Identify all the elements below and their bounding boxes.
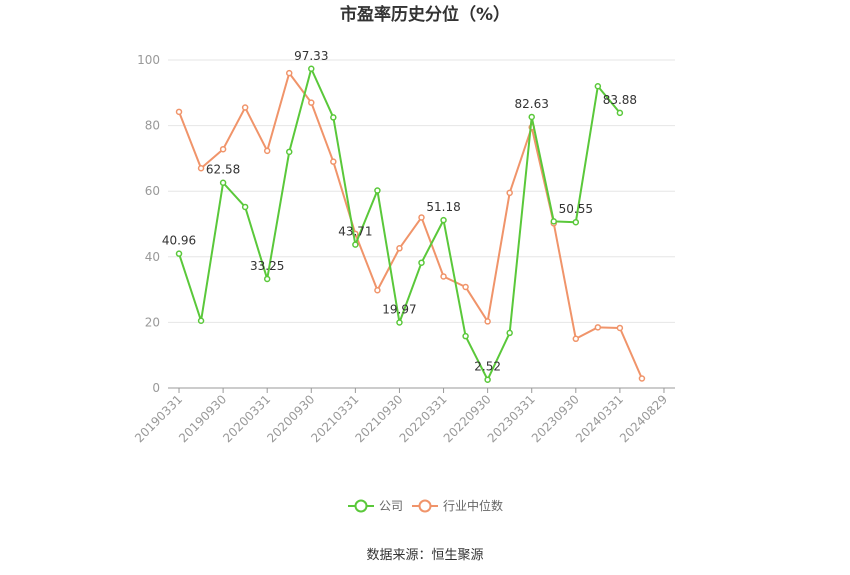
legend[interactable]: 公司 行业中位数 xyxy=(348,498,503,513)
data-point xyxy=(440,216,447,224)
data-point xyxy=(308,65,315,73)
series-line-industry xyxy=(178,72,643,379)
legend-marker-icon xyxy=(354,499,368,513)
data-point xyxy=(219,179,227,186)
data-point xyxy=(263,147,271,155)
data-point xyxy=(374,287,381,294)
data-point xyxy=(308,99,315,106)
y-tick-label: 20 xyxy=(145,315,160,329)
data-point xyxy=(396,319,403,326)
data-point xyxy=(484,376,491,383)
legend-item[interactable]: 行业中位数 xyxy=(412,498,503,513)
data-point xyxy=(528,113,535,121)
data-point xyxy=(197,317,205,325)
data-point xyxy=(616,324,624,332)
y-tick-label: 60 xyxy=(145,184,160,198)
chart-title: 市盈率历史分位（%） xyxy=(340,4,510,25)
data-point xyxy=(330,114,337,121)
data-point xyxy=(506,189,513,197)
data-point xyxy=(263,275,271,283)
y-tick-label: 0 xyxy=(152,381,160,395)
y-axis: 0 20 40 60 80 100 xyxy=(137,53,160,395)
data-point xyxy=(396,245,403,252)
x-tick-label: 20240829 xyxy=(617,392,670,445)
data-point xyxy=(285,148,293,156)
data-label: 82.63 xyxy=(515,97,549,111)
data-point xyxy=(219,145,227,153)
data-point xyxy=(616,109,624,117)
data-point xyxy=(285,69,293,77)
data-point xyxy=(594,324,602,331)
series-layer xyxy=(175,65,646,383)
y-tick-label: 80 xyxy=(145,119,160,133)
data-point xyxy=(550,218,558,225)
data-point xyxy=(506,329,513,337)
data-point xyxy=(352,241,359,248)
x-axis: 2019033120190930202003312020093020210331… xyxy=(132,387,675,445)
data-label: 43.71 xyxy=(338,225,372,239)
data-point xyxy=(572,218,580,226)
data-label: 2.52 xyxy=(474,360,501,374)
data-point xyxy=(594,82,602,90)
data-label: 62.58 xyxy=(206,163,240,177)
data-point xyxy=(241,203,249,211)
data-point xyxy=(418,214,425,221)
data-point xyxy=(572,335,580,343)
legend-marker-icon xyxy=(418,499,432,513)
data-point xyxy=(175,250,183,257)
gridlines xyxy=(168,59,675,323)
data-point xyxy=(175,108,183,116)
data-label: 83.88 xyxy=(603,93,637,107)
data-label: 51.18 xyxy=(426,200,460,214)
data-point xyxy=(638,375,646,382)
data-point xyxy=(241,104,249,111)
legend-label: 公司 xyxy=(379,499,403,513)
source-note: 数据来源：恒生聚源 xyxy=(366,548,483,563)
data-point xyxy=(462,332,469,340)
data-point xyxy=(440,273,447,280)
data-point xyxy=(418,259,425,266)
data-label: 97.33 xyxy=(294,49,328,63)
data-point xyxy=(484,318,491,325)
legend-item[interactable]: 公司 xyxy=(348,499,403,513)
y-tick-label: 100 xyxy=(137,53,160,67)
data-labels: 40.96 62.58 33.25 97.33 43.71 19.97 51.18 2.52 8… xyxy=(162,49,637,374)
data-label: 50.55 xyxy=(559,202,593,216)
data-point xyxy=(462,283,469,291)
data-label: 33.25 xyxy=(250,259,284,273)
legend-label: 行业中位数 xyxy=(443,498,503,513)
data-label: 40.96 xyxy=(162,234,196,248)
data-label: 19.97 xyxy=(382,302,416,316)
data-point xyxy=(197,164,205,172)
data-point xyxy=(330,158,337,165)
data-point xyxy=(374,187,381,194)
y-tick-label: 40 xyxy=(145,250,160,264)
